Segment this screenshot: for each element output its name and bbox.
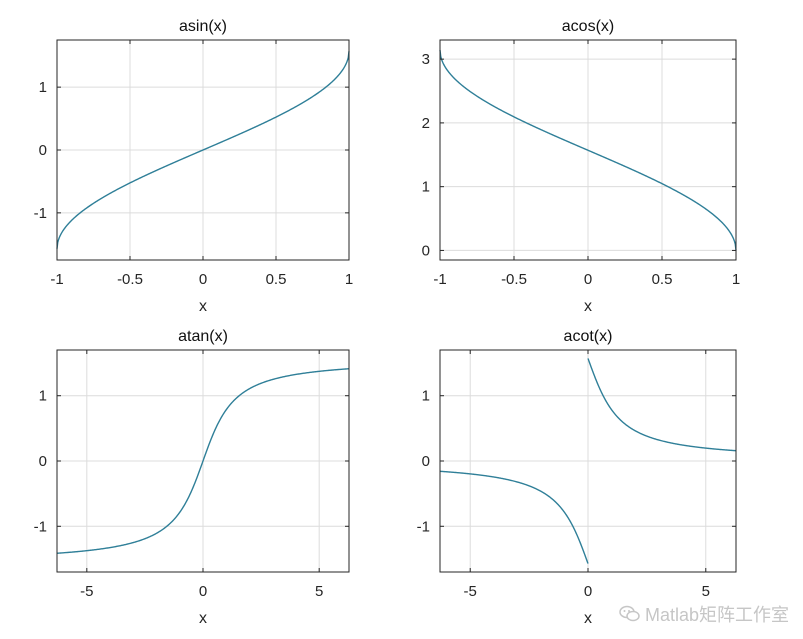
x-tick-label: 1 — [345, 271, 353, 288]
y-tick-label: 1 — [422, 179, 430, 196]
y-tick-label: 0 — [422, 453, 430, 470]
watermark: Matlab矩阵工作室 — [619, 601, 789, 627]
x-tick-label: 0 — [199, 271, 207, 288]
x-tick-label: 5 — [702, 583, 710, 600]
y-tick-label: -1 — [34, 205, 47, 222]
subplot-atan: -5 0 5 -1 0 1 atan(x) x — [34, 328, 350, 627]
subplot-asin: -1 -0.5 0 0.5 1 -1 0 1 asin(x) x — [34, 18, 354, 315]
watermark-text: Matlab矩阵工作室 — [644, 605, 789, 625]
x-tick-label: 0 — [584, 271, 592, 288]
x-tick-label: 5 — [315, 583, 323, 600]
plot-title: acos(x) — [562, 18, 614, 35]
x-tick-label: -0.5 — [501, 271, 527, 288]
subplot-acos: -1 -0.5 0 0.5 1 0 1 2 3 acos(x) x — [422, 18, 741, 315]
x-tick-label: 1 — [732, 271, 740, 288]
y-tick-label: -1 — [34, 518, 47, 535]
x-axis-label: x — [199, 610, 207, 627]
y-tick-label: 2 — [422, 115, 430, 132]
subplot-acot: -5 0 5 -1 0 1 acot(x) x — [417, 328, 737, 627]
x-tick-label: -0.5 — [117, 271, 143, 288]
x-tick-label: -5 — [464, 583, 477, 600]
y-tick-label: 0 — [39, 142, 47, 159]
x-tick-label: -1 — [433, 271, 446, 288]
plot-title: acot(x) — [564, 328, 613, 345]
series-line-asin — [56, 51, 350, 249]
y-tick-label: -1 — [417, 518, 430, 535]
wechat-icon — [619, 605, 640, 622]
x-tick-label: -1 — [50, 271, 63, 288]
series-line-acot-1 — [439, 470, 589, 564]
x-tick-label: 0.5 — [652, 271, 673, 288]
y-tick-label: 1 — [422, 388, 430, 405]
series-line-acot-2 — [587, 358, 737, 452]
y-tick-label: 1 — [39, 79, 47, 96]
x-axis-label: x — [199, 298, 207, 315]
x-tick-label: 0 — [584, 583, 592, 600]
y-tick-label: 0 — [422, 242, 430, 259]
x-tick-label: 0.5 — [266, 271, 287, 288]
series-line-acos — [439, 50, 737, 251]
x-tick-label: -5 — [80, 583, 93, 600]
x-tick-label: 0 — [199, 583, 207, 600]
x-axis-label: x — [584, 610, 592, 627]
y-tick-label: 1 — [39, 388, 47, 405]
plot-title: asin(x) — [179, 18, 227, 35]
y-tick-label: 3 — [422, 51, 430, 68]
plot-title: atan(x) — [178, 328, 228, 345]
series-line-atan — [56, 368, 350, 554]
x-axis-label: x — [584, 298, 592, 315]
y-tick-label: 0 — [39, 453, 47, 470]
